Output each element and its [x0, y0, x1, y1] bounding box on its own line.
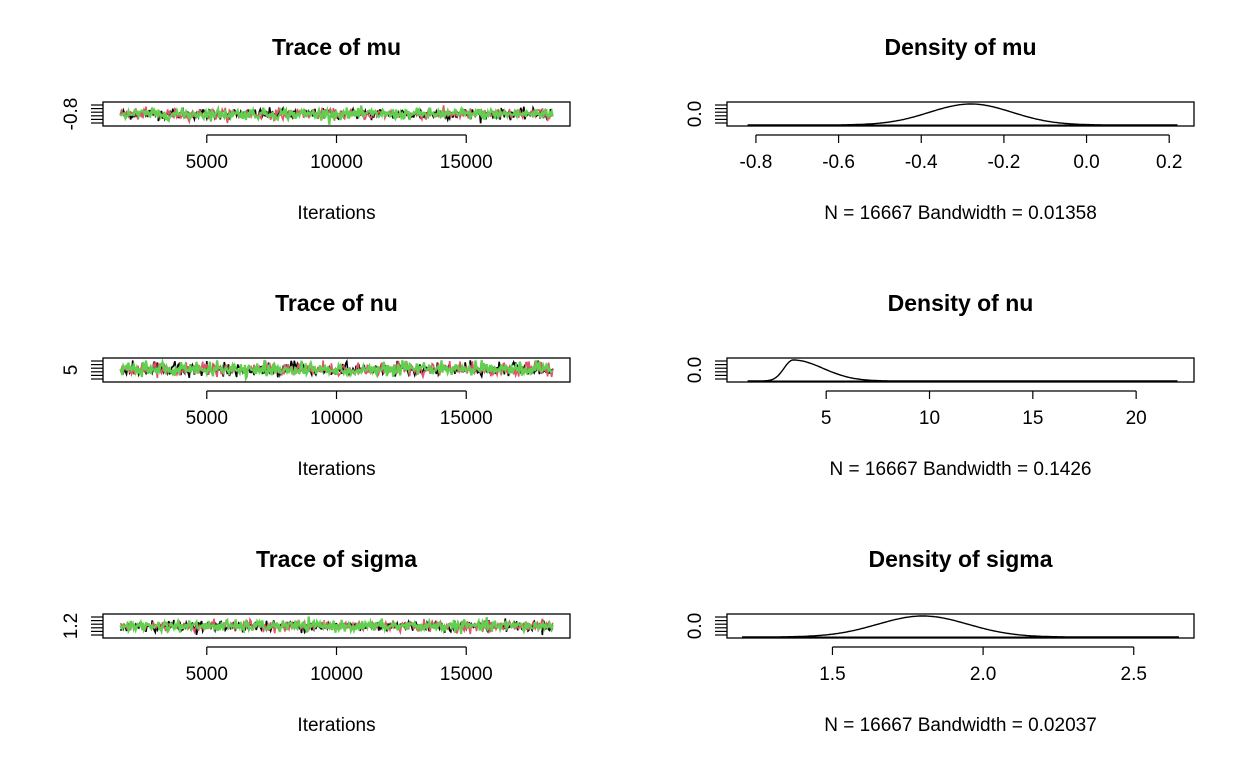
density-curve	[742, 615, 1179, 638]
x-axis-label: N = 16667 Bandwidth = 0.02037	[824, 715, 1097, 736]
x-tick-label: -0.2	[988, 152, 1021, 173]
x-tick-label: 2.0	[970, 664, 996, 685]
x-tick-label: 0.2	[1156, 152, 1182, 173]
y-tick-label: 1.2	[61, 613, 82, 639]
x-tick-label: 5000	[186, 664, 228, 685]
x-tick-label: 15000	[440, 152, 493, 173]
density-of-mu-panel: Density of mu -0.8 -0.6 -0.4 -0.2 0.0 0.2 N = 1…	[685, 34, 1195, 224]
trace-series-3	[119, 358, 554, 383]
x-tick-label: -0.8	[740, 152, 773, 173]
y-tick-label: 0.0	[685, 101, 706, 127]
plot-frame	[726, 357, 1195, 383]
panel-title: Trace of mu	[272, 34, 401, 60]
x-tick-label: 20	[1126, 408, 1147, 429]
y-tick-label: 5	[61, 365, 82, 376]
x-tick-label: 15000	[440, 408, 493, 429]
x-tick-label: 10000	[310, 152, 363, 173]
y-tick-label: 0.0	[685, 357, 706, 383]
panel-title: Density of nu	[888, 290, 1034, 316]
density-of-sigma-panel: Density of sigma 1.5 2.0 2.5 N = 16667 Bandw…	[685, 546, 1195, 736]
x-axis-label: Iterations	[297, 459, 375, 480]
x-axis-label: Iterations	[297, 203, 375, 224]
y-tick-label: 0.0	[685, 613, 706, 639]
x-tick-label: 15000	[440, 664, 493, 685]
x-tick-label: 15	[1022, 408, 1043, 429]
plot-frame	[102, 613, 571, 639]
panel-title: Trace of sigma	[256, 546, 417, 572]
panel-title: Density of sigma	[868, 546, 1052, 572]
x-tick-label: 2.5	[1121, 664, 1147, 685]
x-tick-label: 10000	[310, 408, 363, 429]
panel-title: Trace of nu	[275, 290, 398, 316]
x-tick-label: 10	[919, 408, 940, 429]
density-curve	[747, 359, 1178, 382]
trace-of-mu-panel: Trace of mu 5000 10000 15000 Iterations -0.8	[61, 34, 571, 224]
y-tick-label: -0.8	[61, 98, 82, 131]
trace-series-3	[119, 616, 554, 636]
trace-series-3	[119, 104, 554, 125]
x-axis-label: N = 16667 Bandwidth = 0.01358	[824, 203, 1097, 224]
x-tick-label: -0.6	[822, 152, 855, 173]
x-tick-label: -0.4	[905, 152, 938, 173]
trace-of-sigma-panel: Trace of sigma 5000 10000 15000 Iterations 1.…	[61, 546, 571, 736]
x-tick-label: 0.0	[1073, 152, 1099, 173]
density-of-nu-panel: Density of nu 5 10 15 20 N = 16667 Bandwidth …	[685, 290, 1195, 480]
x-tick-label: 5000	[186, 152, 228, 173]
x-tick-label: 5	[821, 408, 832, 429]
trace-of-nu-panel: Trace of nu 5000 10000 15000 Iterations 5	[61, 290, 571, 480]
plot-frame	[102, 101, 571, 127]
x-tick-label: 1.5	[819, 664, 845, 685]
density-curve	[747, 103, 1178, 126]
x-axis-label: Iterations	[297, 715, 375, 736]
x-tick-label: 5000	[186, 408, 228, 429]
x-tick-label: 10000	[310, 664, 363, 685]
x-axis-label: N = 16667 Bandwidth = 0.1426	[830, 459, 1092, 480]
plot-frame	[102, 357, 571, 383]
plot-frame	[726, 101, 1195, 127]
panel-title: Density of mu	[884, 34, 1036, 60]
plot-frame	[726, 613, 1195, 639]
